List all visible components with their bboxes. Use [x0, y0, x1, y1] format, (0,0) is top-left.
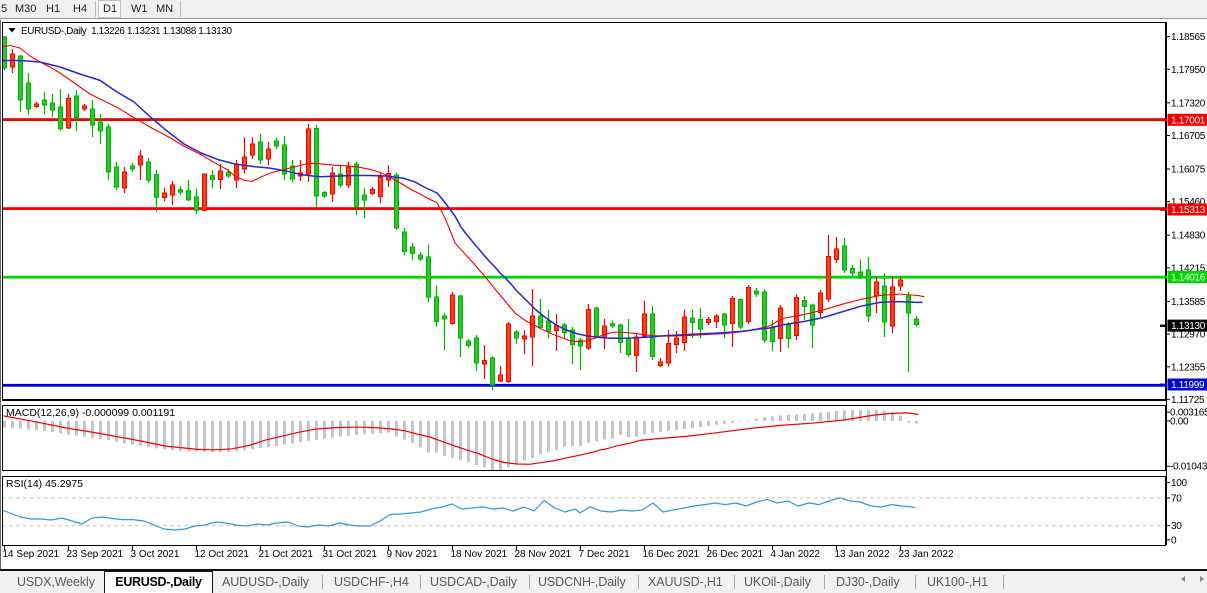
svg-text:1.11999: 1.11999 [1171, 380, 1205, 391]
svg-text:13 Jan 2022: 13 Jan 2022 [835, 549, 890, 560]
svg-text:9 Nov 2021: 9 Nov 2021 [387, 549, 439, 560]
svg-text:1.12355: 1.12355 [1171, 362, 1206, 373]
svg-text:23 Jan 2022: 23 Jan 2022 [899, 549, 954, 560]
svg-text:1.11725: 1.11725 [1171, 395, 1205, 406]
svg-text:1.17320: 1.17320 [1171, 98, 1206, 109]
svg-text:70: 70 [1171, 493, 1182, 504]
svg-text:12 Oct 2021: 12 Oct 2021 [195, 549, 250, 560]
svg-text:21 Oct 2021: 21 Oct 2021 [259, 549, 314, 560]
svg-text:-0.01043: -0.01043 [1170, 462, 1207, 473]
svg-text:1.14215: 1.14215 [1171, 263, 1206, 274]
svg-text:7 Dec 2021: 7 Dec 2021 [579, 549, 631, 560]
svg-text:100: 100 [1171, 478, 1188, 489]
svg-text:3 Oct 2021: 3 Oct 2021 [131, 549, 180, 560]
svg-text:0.00: 0.00 [1170, 416, 1189, 427]
svg-text:1.18565: 1.18565 [1171, 32, 1206, 43]
svg-text:18 Nov 2021: 18 Nov 2021 [451, 549, 508, 560]
svg-text:1.13130: 1.13130 [1171, 321, 1206, 332]
svg-text:1.16075: 1.16075 [1171, 165, 1206, 176]
svg-text:1.14016: 1.14016 [1171, 273, 1206, 284]
svg-text:1.17950: 1.17950 [1171, 65, 1206, 76]
svg-text:1.17001: 1.17001 [1171, 115, 1206, 126]
svg-text:1.15460: 1.15460 [1171, 197, 1206, 208]
svg-text:1.16705: 1.16705 [1171, 131, 1206, 142]
svg-text:1.15313: 1.15313 [1171, 205, 1206, 216]
svg-text:0: 0 [1171, 535, 1177, 546]
svg-text:4 Jan 2022: 4 Jan 2022 [771, 549, 821, 560]
svg-text:30: 30 [1171, 521, 1182, 532]
svg-text:14 Sep 2021: 14 Sep 2021 [3, 549, 60, 560]
svg-text:1.14830: 1.14830 [1171, 231, 1206, 242]
svg-text:1.12970: 1.12970 [1171, 330, 1206, 341]
svg-text:26 Dec 2021: 26 Dec 2021 [707, 549, 764, 560]
svg-text:16 Dec 2021: 16 Dec 2021 [643, 549, 700, 560]
svg-text:0.003165: 0.003165 [1170, 408, 1207, 419]
svg-text:28 Nov 2021: 28 Nov 2021 [515, 549, 572, 560]
svg-text:1.13585: 1.13585 [1171, 297, 1206, 308]
svg-text:31 Oct 2021: 31 Oct 2021 [323, 549, 378, 560]
svg-text:23 Sep 2021: 23 Sep 2021 [67, 549, 124, 560]
